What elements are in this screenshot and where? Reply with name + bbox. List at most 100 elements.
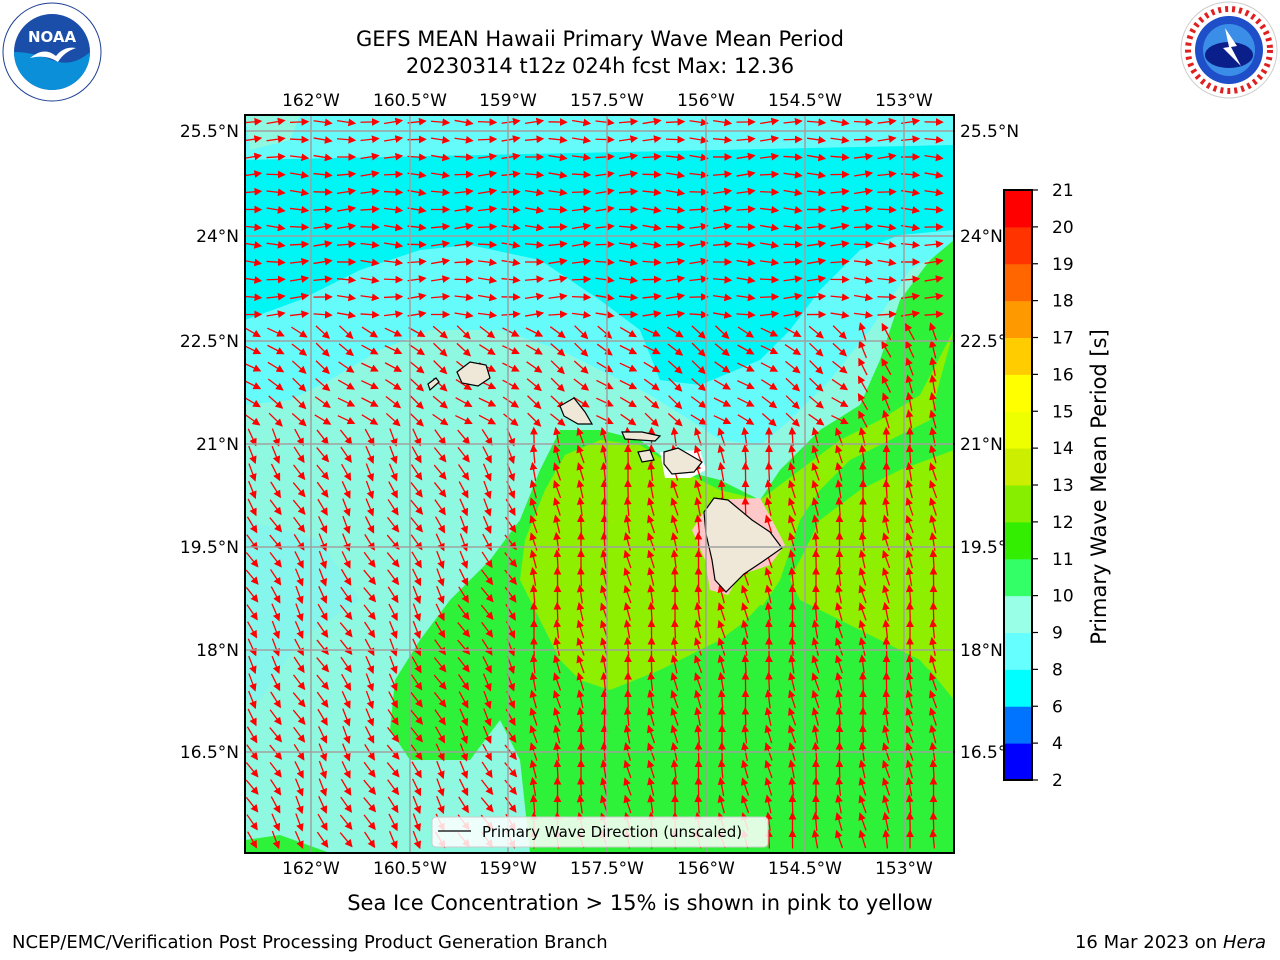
wave-arrow xyxy=(811,672,820,691)
wave-arrow xyxy=(271,638,281,657)
wave-arrow xyxy=(764,567,773,586)
wave-arrow xyxy=(384,327,403,337)
wave-arrow xyxy=(905,566,914,586)
wave-arrow xyxy=(337,222,357,231)
wave-arrow xyxy=(436,568,445,587)
wave-arrow xyxy=(317,603,328,621)
wave-arrow xyxy=(857,375,869,393)
wave-arrow xyxy=(694,619,702,639)
wave-arrow xyxy=(549,326,566,339)
wave-arrow xyxy=(318,586,328,604)
wave-arrow xyxy=(315,378,331,392)
wave-arrow xyxy=(293,464,306,481)
wave-arrow xyxy=(270,796,281,814)
wave-arrow xyxy=(245,587,259,603)
wave-arrow xyxy=(905,776,914,796)
wave-arrow xyxy=(410,482,423,498)
wave-arrow xyxy=(360,310,380,319)
colorbar-label: Primary Wave Mean Period [s] xyxy=(1087,329,1111,645)
wave-arrow xyxy=(619,396,637,408)
legend: Primary Wave Direction (unscaled) xyxy=(431,816,769,848)
wave-arrow xyxy=(477,152,498,161)
wave-arrow xyxy=(831,397,849,408)
wave-arrow xyxy=(760,362,779,372)
wave-arrow xyxy=(877,117,897,126)
wave-arrow xyxy=(853,205,874,214)
wave-arrow xyxy=(764,619,773,639)
wave-arrow xyxy=(266,188,286,197)
wave-arrow xyxy=(529,759,538,779)
wave-arrow xyxy=(835,706,844,727)
wave-arrow xyxy=(454,153,474,162)
wave-arrow xyxy=(410,499,424,515)
wave-arrow xyxy=(736,135,756,144)
wave-arrow xyxy=(457,446,470,463)
wave-arrow xyxy=(365,445,375,464)
colorbar-tick-label: 15 xyxy=(1052,402,1074,422)
wave-arrow xyxy=(387,779,400,796)
wave-arrow xyxy=(761,396,778,409)
wave-arrow xyxy=(550,360,565,375)
wave-arrow xyxy=(270,481,281,499)
wave-arrow xyxy=(501,135,521,143)
wave-arrow xyxy=(670,531,679,551)
wave-arrow xyxy=(600,637,608,656)
wave-arrow xyxy=(670,724,679,744)
wave-arrow xyxy=(360,170,380,178)
lat-label-left: 16.5°N xyxy=(180,743,239,763)
wave-arrow xyxy=(741,724,750,744)
wave-arrow xyxy=(526,378,542,392)
wave-arrow xyxy=(573,378,590,391)
wave-arrow xyxy=(736,240,756,249)
wave-arrow xyxy=(905,374,914,394)
wave-arrow xyxy=(576,724,585,744)
wave-arrow xyxy=(501,310,521,319)
wave-arrow xyxy=(783,292,803,301)
wave-arrow xyxy=(458,778,469,797)
wave-arrow xyxy=(713,187,733,196)
wave-arrow xyxy=(647,689,655,709)
wave-arrow xyxy=(571,153,592,162)
wave-arrow xyxy=(783,275,803,284)
wave-arrow xyxy=(527,395,542,410)
colorbar-tick-label: 13 xyxy=(1052,476,1074,496)
wave-arrow xyxy=(454,118,474,127)
wave-arrow xyxy=(623,549,632,569)
wave-arrow xyxy=(548,153,568,162)
wave-arrow xyxy=(764,759,773,779)
wave-arrow xyxy=(642,258,662,267)
wave-arrow xyxy=(550,413,566,426)
wave-arrow xyxy=(525,223,545,232)
wave-arrow xyxy=(737,397,755,407)
wave-arrow xyxy=(853,310,874,319)
wave-arrow xyxy=(665,117,686,126)
wave-arrow xyxy=(642,206,662,214)
wave-arrow xyxy=(553,724,561,744)
wave-arrow xyxy=(830,240,850,249)
wave-arrow xyxy=(764,601,773,622)
wave-arrow xyxy=(434,516,446,534)
wave-arrow xyxy=(905,759,914,779)
wave-arrow xyxy=(600,479,609,499)
lon-label-top: 159°W xyxy=(479,91,537,111)
wave-arrow xyxy=(596,361,614,373)
wave-arrow xyxy=(905,654,914,674)
wave-arrow xyxy=(811,601,820,622)
wave-arrow xyxy=(595,118,615,127)
wave-arrow xyxy=(482,515,492,534)
wave-arrow xyxy=(384,241,404,249)
wave-arrow xyxy=(456,342,472,357)
wave-arrow xyxy=(858,426,867,446)
wave-arrow xyxy=(409,377,425,392)
wave-arrow xyxy=(412,603,422,622)
wave-arrow xyxy=(338,343,354,357)
lon-label-top: 162°W xyxy=(282,91,340,111)
wave-arrow xyxy=(759,188,780,196)
wave-arrow xyxy=(785,377,801,392)
wave-arrow xyxy=(809,360,824,375)
wave-arrow xyxy=(835,584,843,604)
wave-arrow xyxy=(289,153,310,162)
wave-arrow xyxy=(457,464,470,481)
wave-arrow xyxy=(834,427,844,446)
wave-arrow xyxy=(340,656,352,673)
